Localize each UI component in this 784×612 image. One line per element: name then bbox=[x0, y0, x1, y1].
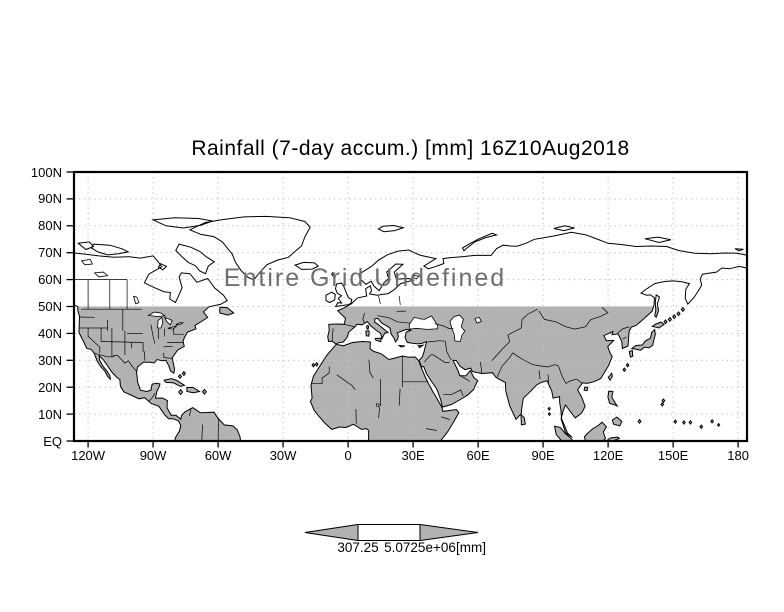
y-tick-label: 80N bbox=[38, 218, 62, 234]
land-fill-layer bbox=[77, 306, 720, 441]
y-tick-label: 50N bbox=[38, 299, 62, 314]
x-tick-label: 90E bbox=[531, 448, 555, 463]
colorbar-left-label: 307.25 bbox=[337, 540, 379, 555]
x-tick-label: 150E bbox=[657, 448, 689, 463]
x-tick-label: 90W bbox=[139, 448, 167, 463]
y-tick-label: 20N bbox=[38, 379, 62, 395]
y-tick-label: 60N bbox=[38, 272, 62, 288]
x-tick-label: 180 bbox=[727, 448, 749, 463]
colorbar-box bbox=[357, 524, 421, 541]
y-tick-label: 30N bbox=[38, 352, 62, 368]
x-tick-label: 30E bbox=[401, 448, 425, 463]
y-tick-label: 100N bbox=[30, 164, 62, 180]
x-tick-label: 60E bbox=[466, 448, 490, 463]
colorbar-right-arrow bbox=[419, 523, 479, 542]
chart-title: Rainfall (7-day accum.) [mm] 16Z10Aug201… bbox=[191, 137, 630, 160]
y-tick-label: 40N bbox=[38, 325, 62, 341]
x-tick-label: 120E bbox=[592, 448, 624, 463]
coastline-layer bbox=[74, 215, 747, 441]
x-tick-label: 60W bbox=[204, 448, 232, 463]
colorbar-left-arrow bbox=[304, 523, 359, 542]
x-tick-label: 30W bbox=[269, 448, 297, 463]
undefined-grid-annotation: Entire Grid Undefined bbox=[223, 264, 507, 292]
y-tick-label: 90N bbox=[38, 191, 62, 207]
x-tick-label: 120W bbox=[71, 448, 106, 463]
y-tick-label: 70N bbox=[38, 245, 62, 261]
y-tick-label: 10N bbox=[38, 406, 62, 422]
colorbar-right-label: 5.0725e+06 bbox=[384, 540, 456, 555]
x-tick-label: 0 bbox=[344, 448, 352, 463]
colorbar-units-label: [mm] bbox=[456, 540, 486, 555]
y-tick-label: EQ bbox=[43, 433, 62, 449]
colorbar bbox=[304, 523, 479, 542]
axes-layer bbox=[66, 170, 749, 448]
